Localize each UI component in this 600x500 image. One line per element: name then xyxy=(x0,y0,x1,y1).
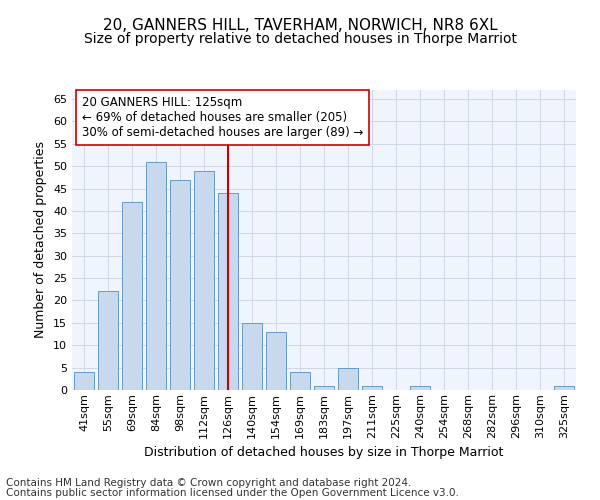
Bar xyxy=(242,323,262,390)
Text: Size of property relative to detached houses in Thorpe Marriot: Size of property relative to detached ho… xyxy=(83,32,517,46)
Text: Contains HM Land Registry data © Crown copyright and database right 2024.: Contains HM Land Registry data © Crown c… xyxy=(6,478,412,488)
Bar xyxy=(122,202,142,390)
Text: 20, GANNERS HILL, TAVERHAM, NORWICH, NR8 6XL: 20, GANNERS HILL, TAVERHAM, NORWICH, NR8… xyxy=(103,18,497,32)
Text: Contains public sector information licensed under the Open Government Licence v3: Contains public sector information licen… xyxy=(6,488,459,498)
Bar xyxy=(554,386,574,390)
Y-axis label: Number of detached properties: Number of detached properties xyxy=(34,142,47,338)
Bar xyxy=(170,180,190,390)
Bar xyxy=(218,193,238,390)
Bar xyxy=(74,372,94,390)
Bar xyxy=(314,386,334,390)
Bar xyxy=(362,386,382,390)
Bar xyxy=(266,332,286,390)
X-axis label: Distribution of detached houses by size in Thorpe Marriot: Distribution of detached houses by size … xyxy=(145,446,503,459)
Bar xyxy=(290,372,310,390)
Bar xyxy=(194,170,214,390)
Bar xyxy=(98,292,118,390)
Bar xyxy=(146,162,166,390)
Bar xyxy=(410,386,430,390)
Text: 20 GANNERS HILL: 125sqm
← 69% of detached houses are smaller (205)
30% of semi-d: 20 GANNERS HILL: 125sqm ← 69% of detache… xyxy=(82,96,364,139)
Bar xyxy=(338,368,358,390)
